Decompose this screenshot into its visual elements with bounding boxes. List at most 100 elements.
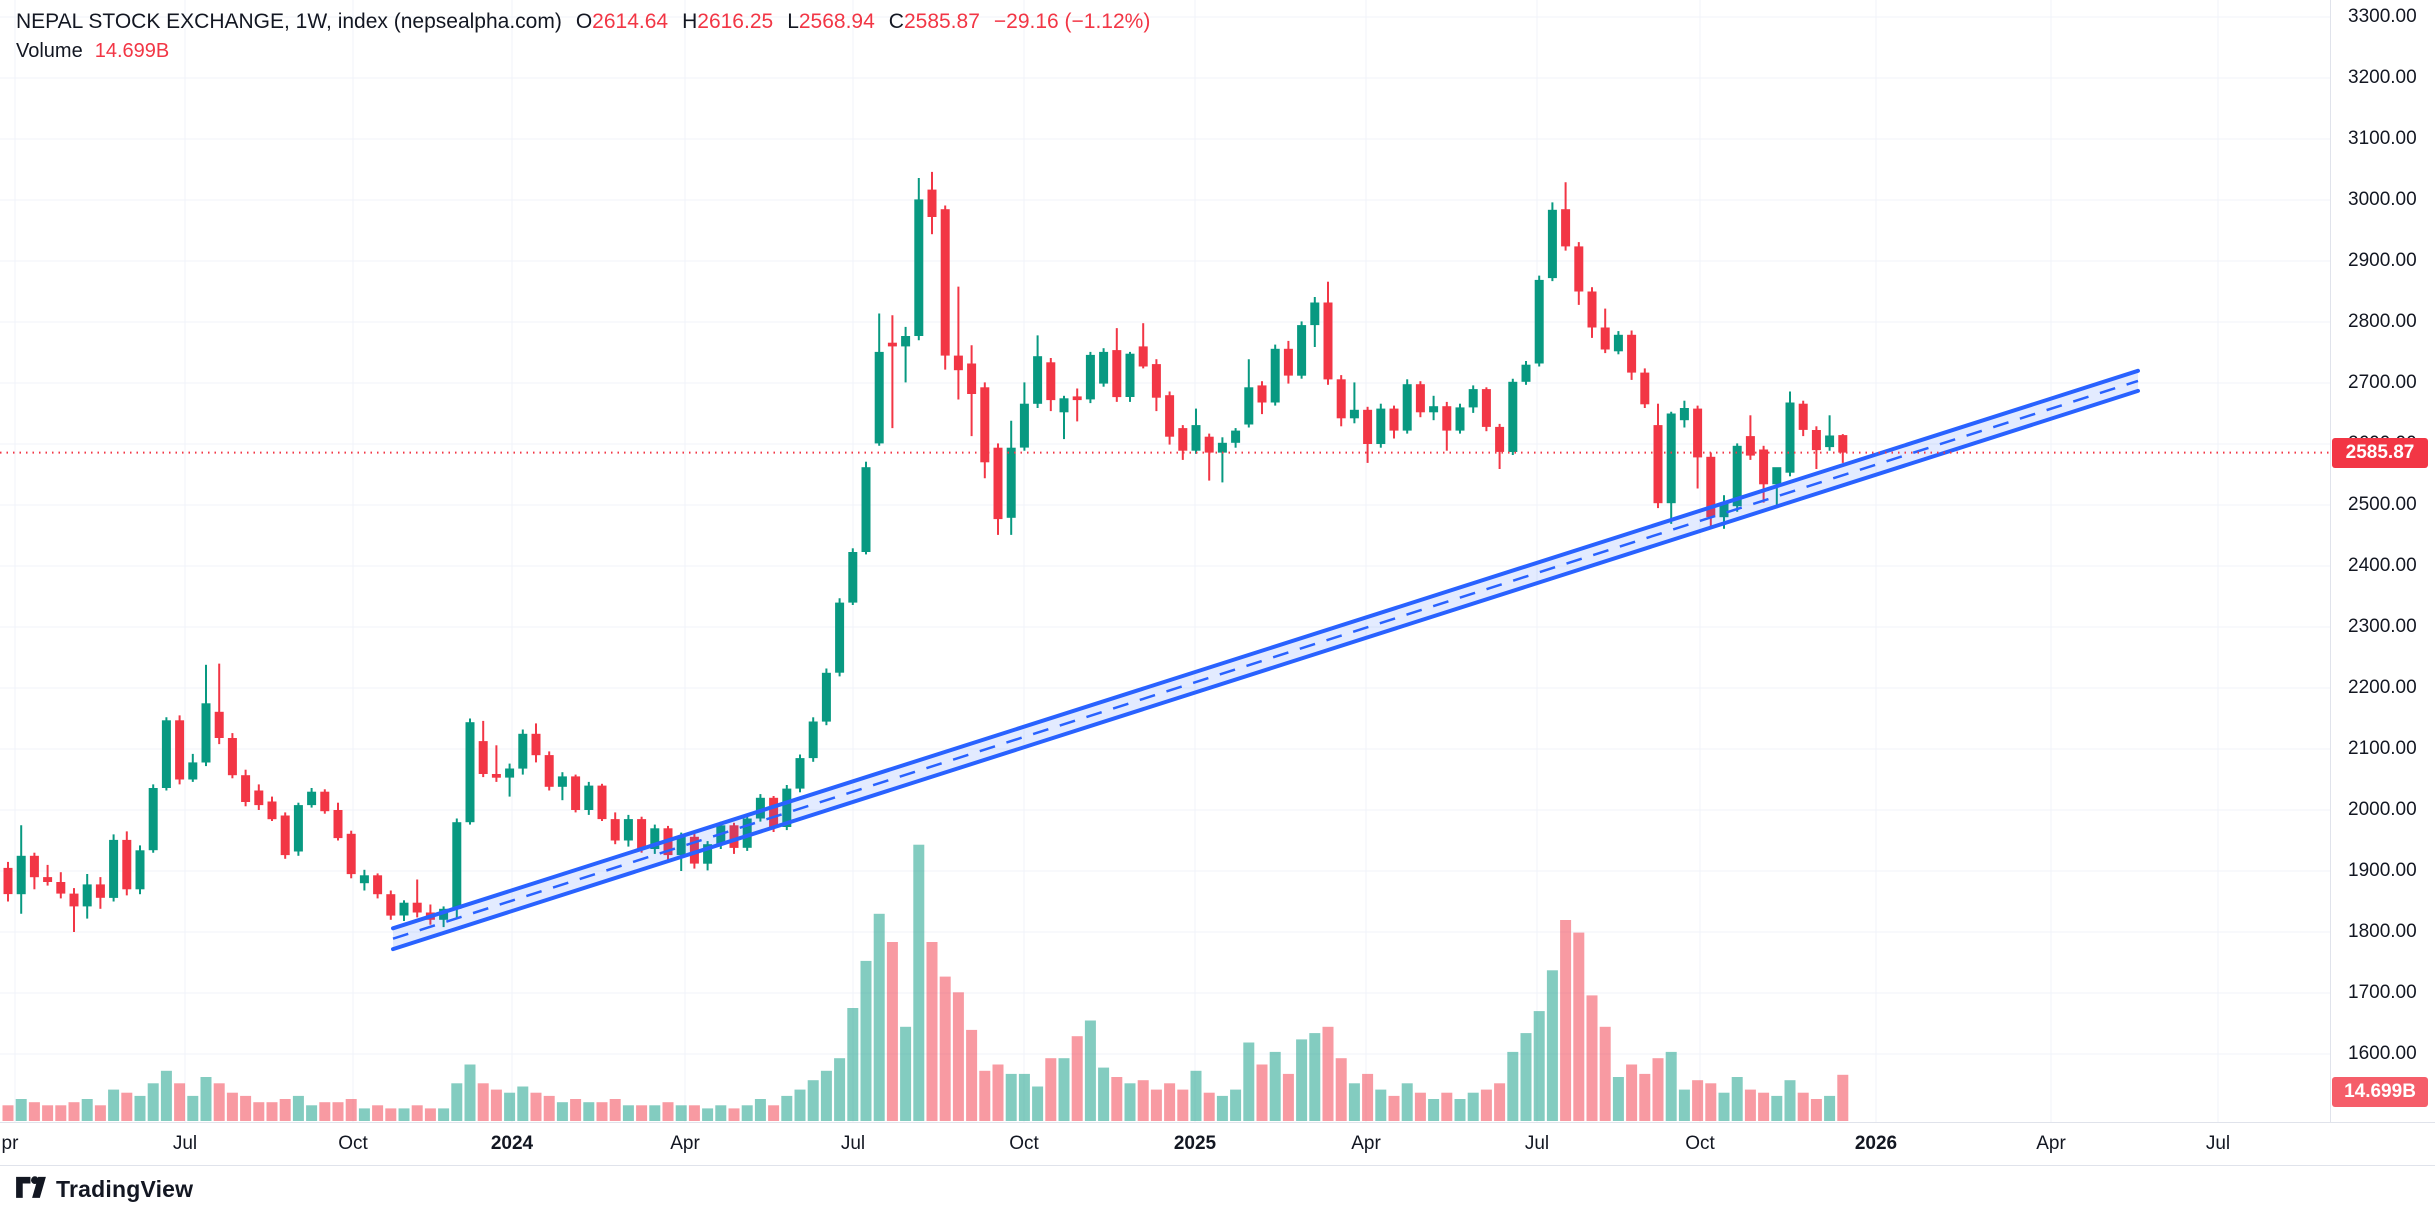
candle [1283, 348, 1293, 376]
grid-lines [0, 0, 2330, 1122]
price-axis-label: 2300.00 [2348, 616, 2417, 637]
candle [967, 363, 977, 394]
volume-bar [1705, 1083, 1717, 1121]
price-axis-label: 3300.00 [2348, 6, 2417, 27]
candle [782, 788, 792, 827]
volume-bar [609, 1099, 621, 1121]
volume-bar [649, 1105, 661, 1121]
time-axis-label: Apr [2036, 1133, 2066, 1154]
candle [29, 855, 39, 878]
candle [1085, 354, 1095, 400]
time-axis[interactable]: pr Jul Oct 2024 Apr Jul Oct 2025 Apr Jul Oct 2026 Ap… [0, 1122, 2435, 1166]
candle [1244, 387, 1254, 425]
volume-bar [688, 1105, 700, 1121]
volume-legend[interactable]: Volume 14.699B [16, 40, 169, 63]
candle [927, 189, 937, 217]
volume-bar [1164, 1083, 1176, 1121]
candle [1521, 364, 1531, 382]
candle [3, 867, 13, 895]
volume-bar [847, 1008, 859, 1121]
volume-bar [200, 1077, 212, 1121]
candle [491, 774, 501, 778]
parallel-channel-drawing[interactable] [391, 368, 2140, 952]
volume-bar [728, 1108, 740, 1121]
price-axis-label: 2800.00 [2348, 311, 2417, 332]
candle [399, 902, 409, 916]
volume-label: Volume [16, 40, 83, 62]
candle [914, 199, 924, 336]
candle [1270, 348, 1280, 403]
volume-bar [1731, 1077, 1743, 1121]
candle [320, 791, 330, 812]
candle [1547, 209, 1557, 279]
volume-bar [398, 1108, 410, 1121]
candle [188, 762, 198, 780]
volume-bar [662, 1102, 674, 1121]
volume-bar [715, 1105, 727, 1121]
volume-bar [1269, 1051, 1281, 1121]
volume-bar [1203, 1092, 1215, 1121]
candle [1178, 428, 1188, 451]
price-axis[interactable]: 3300.00 3200.00 3100.00 3000.00 2900.00 2800.… [2330, 0, 2435, 1164]
volume-bar [160, 1070, 172, 1121]
candle [227, 738, 237, 776]
volume-bar [820, 1070, 832, 1121]
volume-bar [28, 1102, 40, 1121]
volume-bar [1401, 1083, 1413, 1121]
candle [703, 844, 713, 864]
volume-bar [253, 1102, 265, 1121]
candle [1310, 302, 1320, 326]
time-axis-label: 2024 [490, 1133, 534, 1154]
candle [1151, 364, 1161, 398]
candle [1838, 435, 1848, 453]
candle [1006, 447, 1016, 518]
volume-bar [1058, 1058, 1070, 1121]
volume-bar [464, 1064, 476, 1121]
candle [135, 850, 145, 890]
volume-bar [622, 1105, 634, 1121]
candle [161, 720, 171, 788]
current-price-badge: 2585.87 [2332, 437, 2428, 468]
volume-bar [1824, 1095, 1836, 1121]
symbol-legend[interactable]: NEPAL STOCK EXCHANGE, 1W, index (nepseal… [16, 10, 1150, 34]
volume-bar [108, 1089, 120, 1121]
candle [1706, 456, 1716, 518]
symbol-title[interactable]: NEPAL STOCK EXCHANGE, 1W, index (nepseal… [16, 10, 562, 33]
volume-bar [332, 1102, 344, 1121]
candle [1125, 353, 1135, 397]
candle [465, 722, 475, 823]
volume-bar [1322, 1026, 1334, 1121]
candle [95, 884, 105, 898]
volume-bar [1494, 1083, 1506, 1121]
candle [1481, 389, 1491, 427]
volume-bar [1797, 1092, 1809, 1121]
candle [1349, 409, 1359, 419]
candle [1811, 430, 1821, 451]
candle [1389, 408, 1399, 431]
candle [1217, 442, 1227, 453]
candle [1613, 334, 1623, 352]
volume-bar [1758, 1092, 1770, 1121]
volume-bar [358, 1108, 370, 1121]
volume-bar [1573, 932, 1585, 1121]
price-axis-label: 1700.00 [2348, 982, 2417, 1003]
candle [293, 805, 303, 852]
volume-bar [1810, 1099, 1822, 1121]
candle [821, 672, 831, 722]
volume-bar [121, 1092, 133, 1121]
candle [1495, 426, 1505, 452]
volume-bar [55, 1105, 67, 1121]
volume-bar [913, 844, 925, 1121]
volume-bar [1243, 1042, 1255, 1121]
candle [1574, 246, 1584, 292]
candle [386, 894, 396, 916]
volume-bar [424, 1108, 436, 1121]
tradingview-logo[interactable]: TradingView [15, 1174, 193, 1204]
volume-bar [543, 1095, 555, 1121]
volume-bar [1546, 970, 1558, 1121]
volume-bar [81, 1099, 93, 1121]
price-axis-label: 1800.00 [2348, 921, 2417, 942]
volume-bar [1692, 1080, 1704, 1121]
candle [650, 828, 660, 849]
